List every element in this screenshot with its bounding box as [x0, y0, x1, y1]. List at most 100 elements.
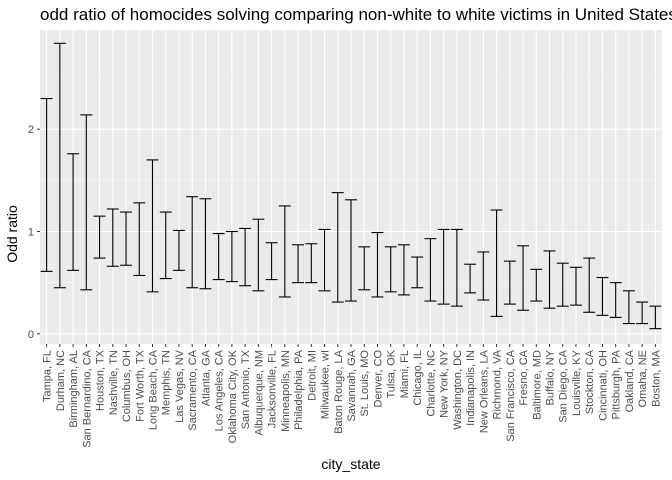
error-bar: [305, 243, 318, 284]
x-tick-label: Indianapolis, IN: [465, 350, 477, 426]
x-tick-label: Richmond, VA: [492, 349, 504, 419]
x-tick-label: Baltimore, MD: [531, 350, 543, 420]
error-bar: [464, 263, 477, 294]
error-bar: [173, 229, 185, 271]
x-tick-label: Fresno, CA: [518, 349, 530, 405]
y-tick-label: 0: [28, 329, 34, 341]
error-bar: [80, 114, 93, 291]
x-tick-label: Tampa, FL: [42, 350, 54, 402]
error-bar: [543, 250, 556, 309]
error-bar: [67, 153, 80, 271]
error-bar: [622, 290, 635, 325]
x-tick-label: Tulsa, OK: [386, 349, 398, 398]
error-bar: [570, 266, 582, 306]
error-bar: [437, 228, 450, 305]
error-bar: [120, 211, 132, 266]
error-bar: [278, 205, 291, 298]
x-tick-label: New Orleans, LA: [478, 349, 490, 433]
error-bar: [490, 209, 503, 317]
y-tick-label: 2: [28, 124, 34, 136]
x-axis-title: city_state: [321, 456, 380, 472]
error-bar: [239, 227, 252, 287]
x-tick-label: San Diego, CA: [558, 349, 570, 422]
error-bar: [212, 232, 225, 281]
chart-title: odd ratio of homocides solving comparing…: [40, 5, 672, 24]
x-tick-label: Milwaukee, wI: [320, 350, 332, 419]
error-bar: [225, 230, 238, 283]
x-tick-label: Houston, TX: [95, 349, 107, 411]
error-bar: [53, 42, 66, 289]
x-tick-label: Miami, FL: [399, 350, 411, 398]
x-tick-label: Charlotte, NC: [425, 350, 437, 417]
x-tick-label: St. Louis, MO: [359, 350, 371, 417]
x-tick-label: New York, NY: [439, 349, 451, 418]
x-tick-label: Oakland, CA: [624, 349, 636, 412]
error-bar: [40, 97, 53, 272]
x-tick-label: Sacramento, CA: [187, 349, 199, 430]
x-tick-label: Detroit, MI: [306, 350, 318, 401]
x-tick-label: Washington, DC: [452, 350, 464, 430]
x-tick-label: Nashville, TN: [108, 350, 120, 415]
error-bar: [345, 199, 357, 302]
x-tick-label: Columbus, OH: [121, 350, 133, 422]
x-tick-label: Stockton, CA: [584, 349, 596, 414]
error-bar: [556, 262, 569, 307]
x-tick-label: Birmingham, AL: [68, 350, 80, 428]
x-tick-label: Savannah, GA: [346, 349, 358, 421]
x-axis: Tampa, FL Durham, NC Birmingham, AL San Ber…: [42, 344, 662, 448]
x-tick-label: Cincinnati, OH: [597, 350, 609, 421]
x-tick-label: Las Vegas, NV: [174, 349, 186, 422]
error-bar: [93, 215, 106, 259]
error-bar: [371, 231, 384, 298]
x-tick-label: Oklahoma City, OK: [227, 349, 239, 443]
error-bars: [40, 42, 662, 330]
x-tick-label: Minneapolis, MN: [280, 350, 292, 432]
x-tick-label: Memphis, TN: [161, 350, 173, 415]
error-bar: [358, 246, 371, 291]
error-bar: [636, 301, 649, 325]
error-bar: [331, 192, 344, 303]
x-tick-label: Louisville, KY: [571, 349, 583, 416]
y-axis-title: Odd ratio: [4, 205, 20, 263]
error-bar: [517, 245, 529, 311]
error-bar: [649, 305, 662, 330]
x-tick-label: Chicago, IL: [412, 350, 424, 406]
x-tick-label: Atlanta, GA: [200, 349, 212, 406]
x-tick-label: Fort Worth, TX: [134, 349, 146, 421]
error-bar: [596, 276, 609, 316]
x-tick-label: Denver, CO: [372, 350, 384, 408]
error-bar: [106, 208, 119, 267]
error-bar: [397, 244, 410, 296]
x-tick-label: Pittsburgh, PA: [611, 349, 623, 419]
x-tick-label: Philadelphia, PA: [293, 349, 305, 430]
x-tick-label: Jacksonville, FL: [267, 350, 279, 428]
x-tick-label: San Francisco, CA: [505, 349, 517, 441]
error-bar: [450, 228, 463, 307]
error-bar: [133, 202, 146, 277]
error-bar: [186, 196, 199, 289]
error-bar: [477, 251, 490, 301]
error-bar: [609, 282, 622, 318]
error-bar: [530, 268, 543, 302]
error-bar: [424, 238, 437, 302]
x-tick-label: Boston, MA: [650, 349, 662, 407]
x-tick-label: San Antonio, TX: [240, 349, 252, 429]
error-bar: [318, 228, 331, 292]
y-axis: 0 1 2: [28, 124, 40, 341]
x-tick-label: Los Angeles, CA: [214, 349, 226, 431]
y-tick-label: 1: [28, 226, 34, 238]
error-bar: [583, 257, 596, 313]
error-bar: [146, 159, 159, 293]
error-bar: [252, 218, 265, 292]
error-bar: [503, 260, 516, 305]
x-tick-label: Albuquerque, NM: [253, 350, 265, 436]
error-bar: [265, 242, 278, 281]
x-tick-label: Durham, NC: [55, 350, 67, 411]
error-bar: [199, 198, 212, 290]
error-bar: [292, 244, 305, 284]
x-tick-label: San Bernardino, CA: [81, 349, 93, 447]
x-tick-label: Long Beach, CA: [147, 349, 159, 430]
error-bar: [411, 256, 424, 289]
x-tick-label: Buffalo, NY: [545, 349, 557, 405]
